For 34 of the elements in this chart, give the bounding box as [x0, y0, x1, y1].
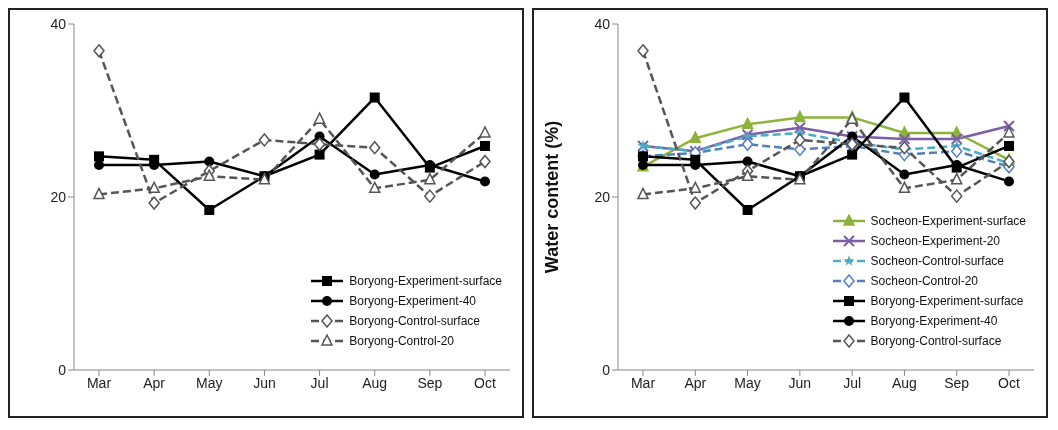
x-tick-label: Aug [891, 374, 917, 391]
legend-label: Socheon-Experiment-surface [870, 214, 1026, 228]
legend-label: Boryong-Experiment-40 [870, 314, 998, 328]
legend-label: Socheon-Experiment-20 [870, 234, 1000, 248]
x-tick-label: Jul [310, 374, 329, 391]
x-tick-label: Jun [253, 374, 276, 391]
legend-label: Boryong-Control-surface [870, 334, 1002, 348]
x-tick-label: Sep [944, 374, 970, 391]
x-tick-label: Oct [998, 374, 1020, 391]
x-tick-label: Apr [684, 374, 707, 391]
x-tick-label: Jul [843, 374, 862, 391]
y-tick-label: 0 [602, 361, 611, 378]
legend-label: Boryong-Experiment-40 [349, 294, 476, 308]
x-tick-label: Apr [143, 374, 166, 391]
y-tick-label: 40 [594, 15, 611, 32]
legend-label: Boryong-Experiment-surface [870, 294, 1024, 308]
y-axis-title: Water content (%) [542, 120, 563, 274]
y-tick-label: 20 [50, 188, 67, 205]
y-tick-label: 20 [594, 188, 611, 205]
x-tick-label: Oct [474, 374, 496, 391]
x-tick-label: Aug [362, 374, 388, 391]
legend-label: Socheon-Control-surface [870, 254, 1004, 268]
y-tick-label: 40 [50, 15, 67, 32]
x-tick-label: Mar [630, 374, 656, 391]
legend-label: Socheon-Control-20 [870, 274, 978, 288]
x-tick-label: Mar [86, 374, 112, 391]
x-tick-label: Jun [788, 374, 812, 391]
y-tick-label: 0 [58, 361, 67, 378]
x-tick-label: Sep [417, 374, 443, 391]
x-tick-label: May [734, 374, 761, 391]
x-tick-label: May [196, 374, 223, 391]
legend-label: Boryong-Control-surface [349, 314, 480, 328]
legend-label: Boryong-Control-20 [349, 334, 454, 348]
legend-label: Boryong-Experiment-surface [349, 274, 502, 288]
